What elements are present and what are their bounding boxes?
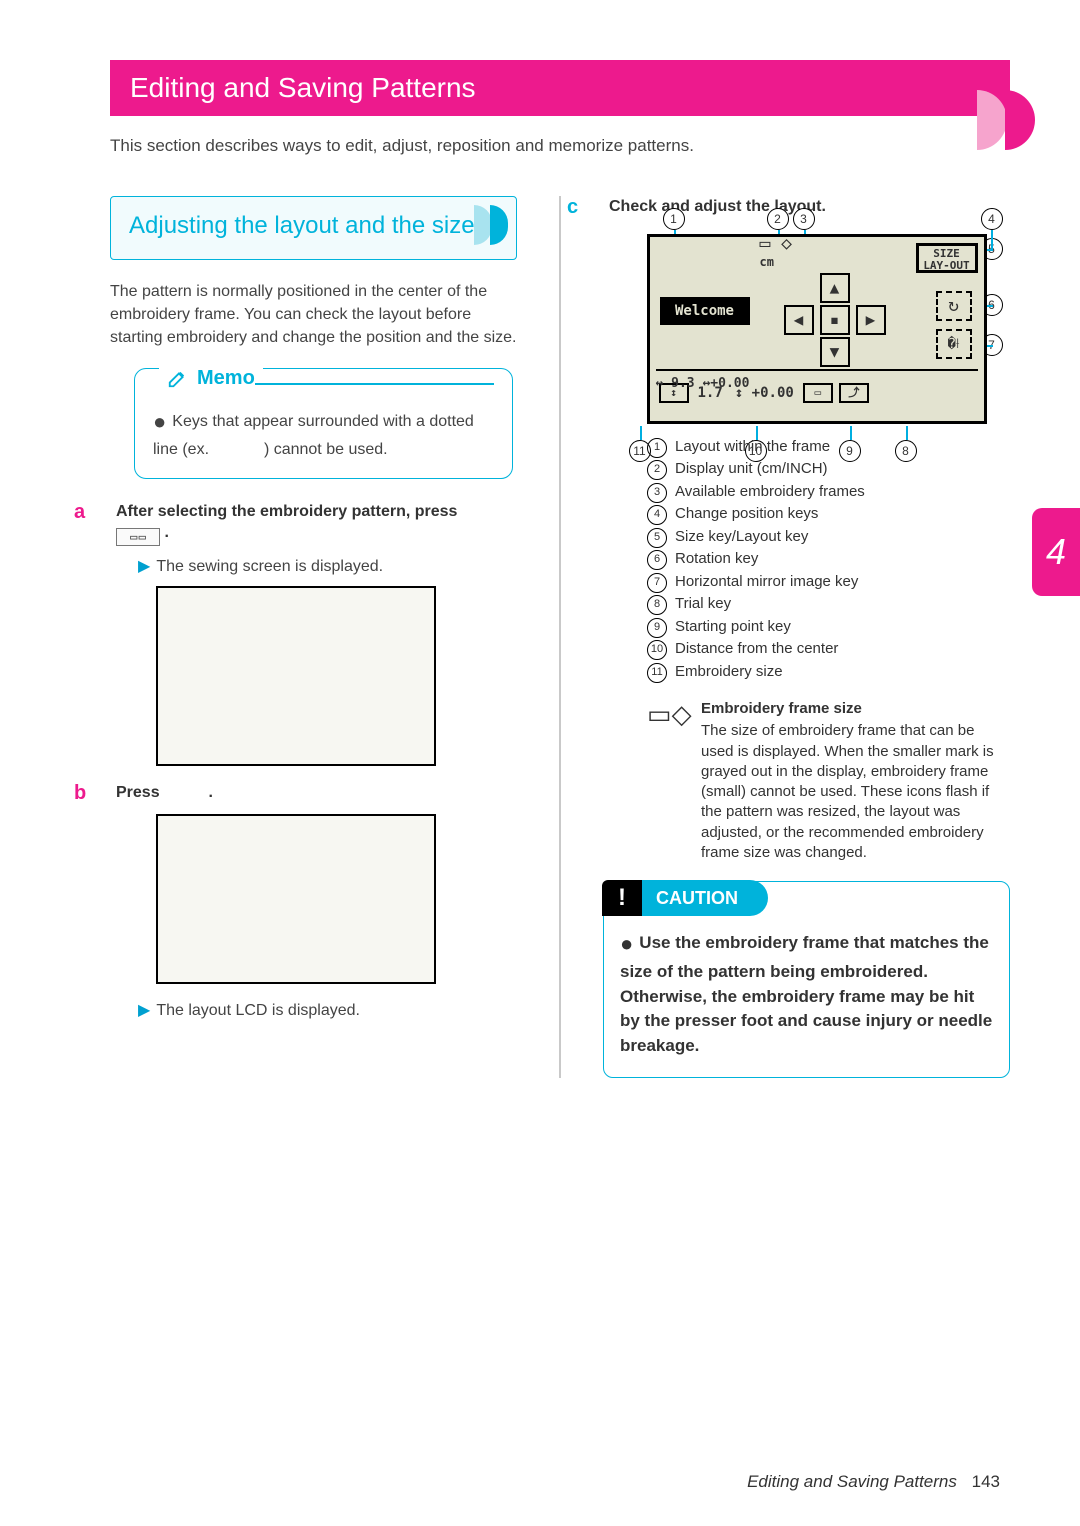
decorative-curves bbox=[979, 90, 1035, 155]
memo-box: Memo ●Keys that appear surrounded with a… bbox=[134, 368, 513, 479]
caution-body: ●Use the embroidery frame that matches t… bbox=[620, 928, 993, 1058]
memo-line bbox=[255, 383, 494, 385]
step-letter-a: a bbox=[74, 501, 85, 524]
page-number: 143 bbox=[972, 1472, 1000, 1491]
lcd-placeholder-2 bbox=[156, 814, 436, 984]
step-b-result: ▶The layout LCD is displayed. bbox=[138, 1000, 517, 1020]
frame-size-title: Embroidery frame size bbox=[701, 699, 1010, 719]
legend-item: Embroidery size bbox=[647, 661, 1010, 684]
warning-icon: ! bbox=[602, 880, 642, 916]
right-column: c Check and adjust the layout. 1 2 3 4 5… bbox=[603, 196, 1010, 1078]
legend-item: Distance from the center bbox=[647, 638, 1010, 661]
legend-item: Display unit (cm/INCH) bbox=[647, 458, 1010, 481]
subheading-box: Adjusting the layout and the size bbox=[110, 196, 517, 260]
frame-size-info: ▭◇ Embroidery frame size The size of emb… bbox=[647, 699, 1010, 863]
callout-3: 3 bbox=[793, 208, 815, 230]
lcd-diagram: 1 2 3 4 5 6 7 8 9 10 11 bbox=[617, 234, 997, 424]
lcd-placeholder-1 bbox=[156, 586, 436, 766]
step-a-result: ▶The sewing screen is displayed. bbox=[138, 556, 517, 576]
size-layout-button: SIZE LAY-OUT bbox=[916, 243, 978, 273]
callout-legend: Layout within the frame Display unit (cm… bbox=[647, 436, 1010, 684]
caution-box: ! CAUTION ●Use the embroidery frame that… bbox=[603, 881, 1010, 1077]
welcome-box: Welcome bbox=[660, 297, 750, 325]
callout-2: 2 bbox=[767, 208, 789, 230]
mirror-key: �⟊ bbox=[936, 329, 972, 359]
footer-title: Editing and Saving Patterns bbox=[747, 1472, 957, 1491]
column-divider bbox=[559, 196, 561, 1078]
caution-label: CAUTION bbox=[642, 880, 768, 916]
legend-item: Layout within the frame bbox=[647, 436, 1010, 459]
section-intro: This section describes ways to edit, adj… bbox=[110, 136, 1010, 156]
lcd-screen: ▭ ◇ cm Welcome SIZE LAY-OUT ↻ �⟊ ▲ ◀ ▪ ▶… bbox=[647, 234, 987, 424]
legend-item: Rotation key bbox=[647, 548, 1010, 571]
pattern-key-icon: ▭▭ bbox=[116, 528, 160, 546]
step-letter-c: c bbox=[567, 196, 578, 219]
legend-item: Trial key bbox=[647, 593, 1010, 616]
callout-1: 1 bbox=[663, 208, 685, 230]
legend-item: Change position keys bbox=[647, 503, 1010, 526]
subhead-curves bbox=[476, 205, 508, 250]
frame-icons: ▭ ◇ bbox=[760, 233, 793, 254]
subheading-title: Adjusting the layout and the size bbox=[129, 211, 498, 241]
memo-body: ●Keys that appear surrounded with a dott… bbox=[153, 405, 494, 462]
legend-item: Starting point key bbox=[647, 616, 1010, 639]
subheading-paragraph: The pattern is normally positioned in th… bbox=[110, 280, 517, 350]
page-footer: Editing and Saving Patterns 143 bbox=[747, 1472, 1000, 1492]
legend-item: Horizontal mirror image key bbox=[647, 571, 1010, 594]
step-a-text: After selecting the embroidery pattern, … bbox=[116, 501, 517, 547]
step-letter-b: b bbox=[74, 782, 86, 805]
step-b-text: Press . bbox=[116, 782, 517, 804]
step-a: a After selecting the embroidery pattern… bbox=[110, 501, 517, 767]
legend-item: Available embroidery frames bbox=[647, 481, 1010, 504]
frame-size-body: The size of embroidery frame that can be… bbox=[701, 722, 994, 861]
rotation-key: ↻ bbox=[936, 291, 972, 321]
pen-icon bbox=[167, 367, 189, 389]
section-heading: Editing and Saving Patterns bbox=[110, 60, 1010, 116]
left-column: Adjusting the layout and the size The pa… bbox=[110, 196, 517, 1078]
arrow-pad: ▲ ◀ ▪ ▶ ▼ bbox=[780, 273, 890, 365]
callout-4: 4 bbox=[981, 208, 1003, 230]
step-b: b Press . ▶The layout LCD is displayed. bbox=[110, 782, 517, 1020]
frame-size-icon: ▭◇ bbox=[647, 699, 687, 863]
legend-item: Size key/Layout key bbox=[647, 526, 1010, 549]
unit-label: cm bbox=[760, 255, 774, 269]
memo-label-text: Memo bbox=[197, 367, 255, 390]
